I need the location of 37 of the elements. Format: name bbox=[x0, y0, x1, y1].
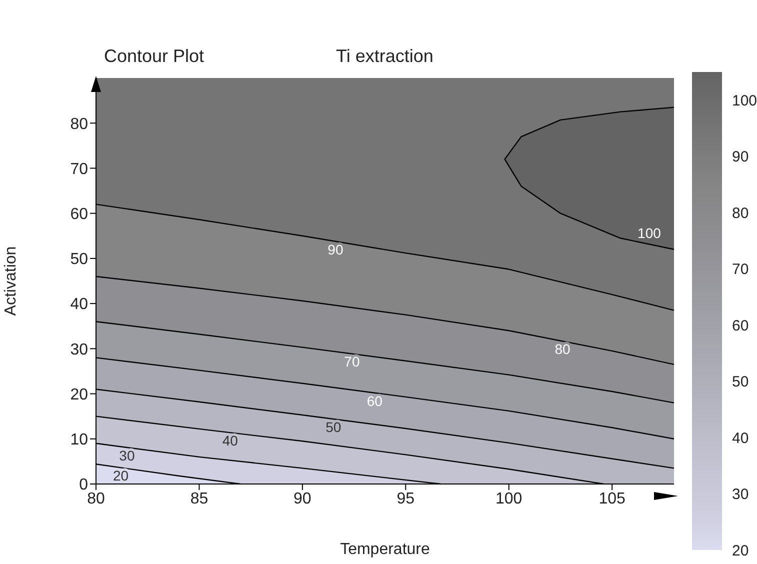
y-tick-label: 70 bbox=[70, 160, 88, 178]
color-bar-label: 100 bbox=[732, 92, 757, 110]
color-bar-label: 70 bbox=[732, 261, 749, 278]
color-bar-label: 60 bbox=[732, 317, 749, 334]
series-label: 70 bbox=[344, 354, 360, 370]
x-tick-label: 105 bbox=[598, 490, 626, 508]
chart-title: Ti extraction bbox=[336, 46, 434, 67]
y-tick-label: 10 bbox=[70, 432, 88, 449]
series-label: 90 bbox=[328, 241, 344, 258]
y-tick-label: 20 bbox=[70, 386, 88, 404]
x-tick-label: 95 bbox=[396, 490, 415, 508]
color-bar-label: 40 bbox=[732, 430, 749, 447]
y-tick-label: 80 bbox=[70, 116, 88, 133]
series-label: 40 bbox=[222, 432, 238, 449]
x-tick-label: 90 bbox=[294, 490, 312, 508]
x-axis-title: Temperature bbox=[340, 541, 430, 558]
x-tick-label: 100 bbox=[496, 490, 522, 508]
series-label: 50 bbox=[326, 418, 342, 435]
color-bar-label: 90 bbox=[732, 148, 749, 166]
series-label: 60 bbox=[366, 392, 383, 409]
series-label: 30 bbox=[119, 447, 135, 464]
color-bar-label: 30 bbox=[732, 486, 749, 504]
chart-subtitle: Contour Plot bbox=[104, 46, 204, 67]
series-label: 80 bbox=[554, 341, 571, 358]
series-label: 100 bbox=[638, 225, 662, 242]
color-bar-label: 20 bbox=[732, 542, 749, 560]
color-bar-label: 50 bbox=[732, 374, 749, 391]
color-bar-label: 80 bbox=[732, 204, 749, 222]
x-tick-label: 85 bbox=[190, 490, 208, 508]
y-tick-label: 0 bbox=[79, 476, 88, 494]
y-tick-label: 60 bbox=[70, 206, 88, 224]
x-tick-label: 80 bbox=[87, 490, 105, 508]
y-axis-title: Activation bbox=[2, 246, 20, 316]
y-tick-label: 30 bbox=[70, 341, 88, 358]
y-tick-label: 50 bbox=[70, 251, 88, 268]
series-label: 20 bbox=[112, 468, 129, 484]
y-tick-label: 40 bbox=[70, 296, 88, 314]
